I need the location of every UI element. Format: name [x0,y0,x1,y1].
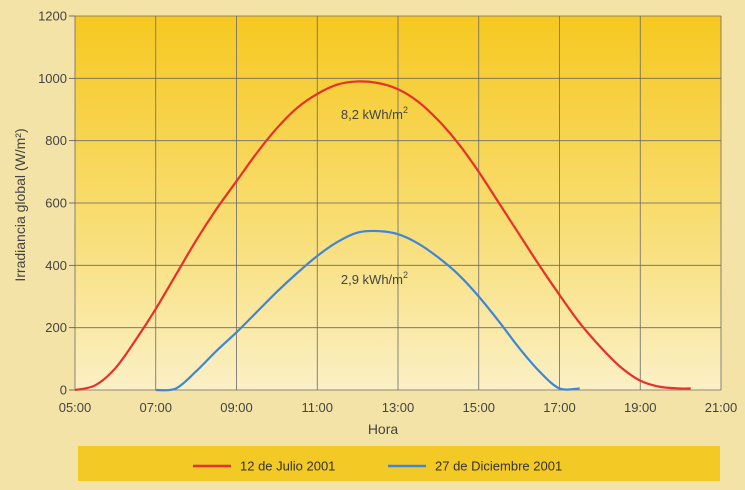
y-tick-label: 0 [60,383,67,398]
energy-annotation: 8,2 kWh/m2 [341,105,408,122]
legend: 12 de Julio 2001 27 de Diciembre 2001 [193,459,562,474]
annotation-text: 8,2 kWh/m [341,107,403,122]
legend-background [78,446,720,481]
y-tick-label: 1000 [38,71,67,86]
x-tick-label: 17:00 [543,400,576,415]
x-tick-label: 21:00 [705,400,738,415]
x-axis-title: Hora [368,421,399,437]
annotation-superscript: 2 [403,270,408,280]
annotations-group: 8,2 kWh/m22,9 kWh/m2 [341,105,408,287]
series-line-1 [74,80,691,392]
grid-lines [69,15,722,391]
legend-label-2: 27 de Diciembre 2001 [435,459,562,474]
annotation-superscript: 2 [403,105,408,115]
x-tick-label: 05:00 [59,400,92,415]
x-tick-label: 19:00 [624,400,657,415]
x-tick-label: 11:00 [301,400,333,415]
y-tick-label: 1200 [38,9,67,24]
y-tick-label: 200 [45,320,67,335]
x-tick-label: 07:00 [139,400,172,415]
x-tick-label: 09:00 [220,400,253,415]
x-tick-label: 13:00 [382,400,415,415]
x-tick-label: 15:00 [462,400,495,415]
series-group [74,80,691,392]
tick-labels: 05:00 07:00 09:00 11:00 13:00 15:00 17:00 19:00… [38,9,737,416]
legend-label-1: 12 de Julio 2001 [240,459,335,474]
annotation-text: 2,9 kWh/m [341,272,403,287]
y-tick-label: 800 [45,133,67,148]
energy-annotation: 2,9 kWh/m2 [341,270,408,287]
y-tick-label: 600 [45,196,67,211]
y-axis-title: Irradiancia global (W/m²) [12,128,28,281]
y-tick-label: 400 [45,258,67,273]
series-line-2 [155,229,580,392]
